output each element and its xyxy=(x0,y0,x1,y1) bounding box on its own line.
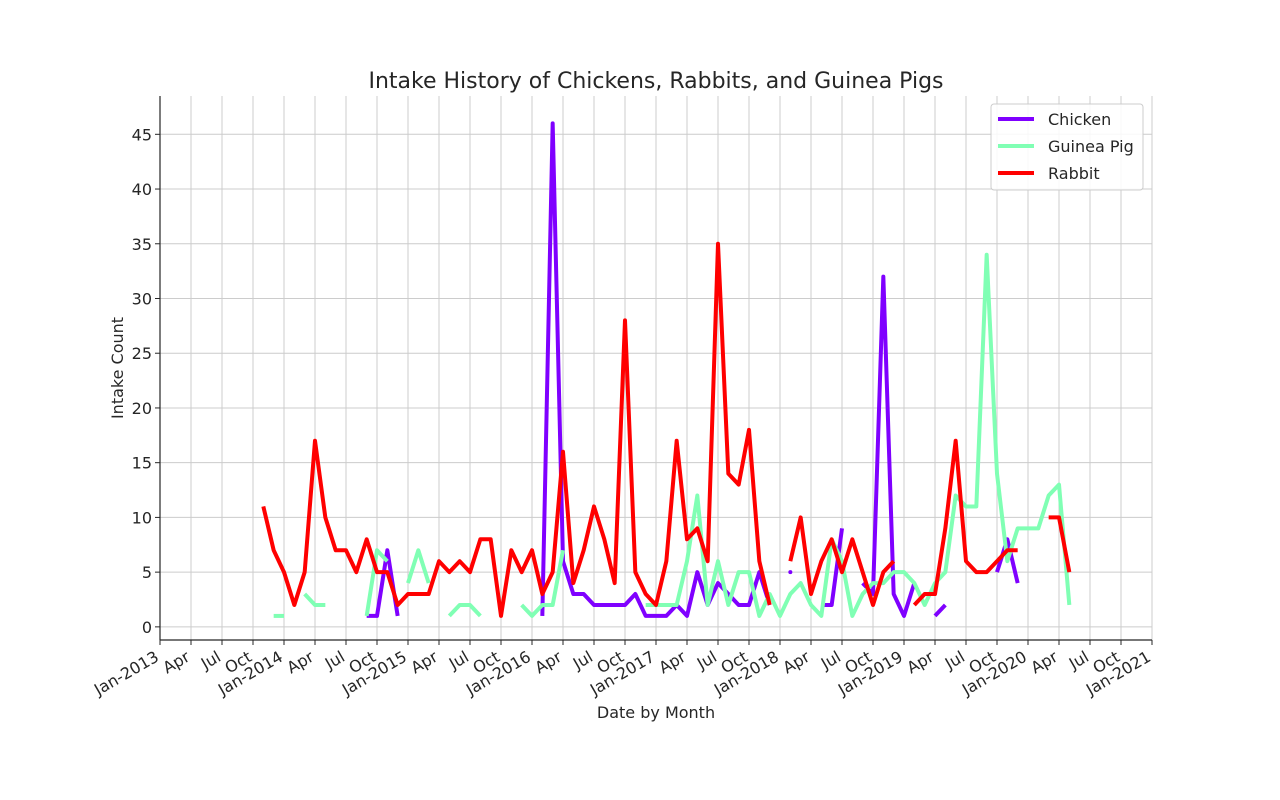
series-line-segment xyxy=(1048,515,1072,573)
series-line-segment xyxy=(933,603,947,618)
y-tick-label: 15 xyxy=(132,454,152,473)
y-tick-label: 25 xyxy=(132,344,152,363)
x-axis-label: Date by Month xyxy=(597,703,715,722)
series-line-segment xyxy=(261,241,772,618)
series-line-segment xyxy=(995,537,1020,584)
y-tick-label: 40 xyxy=(132,180,152,199)
y-tick-label: 20 xyxy=(132,399,152,418)
y-tick-label: 0 xyxy=(142,618,152,637)
y-tick-label: 30 xyxy=(132,289,152,308)
series-line-segment xyxy=(912,438,1018,607)
series-lines xyxy=(261,121,1072,618)
legend: Chicken Guinea Pig Rabbit xyxy=(990,103,1144,191)
legend-box xyxy=(990,103,1144,191)
series-line-segment xyxy=(645,252,1072,618)
series-line-segment xyxy=(788,515,896,607)
y-axis-ticks: 0 5 10 15 20 25 30 35 40 45 xyxy=(132,125,160,637)
legend-label: Chicken xyxy=(1048,110,1111,129)
y-tick-label: 10 xyxy=(132,508,152,527)
y-tick-label: 45 xyxy=(132,125,152,144)
y-axis-label: Intake Count xyxy=(108,317,127,419)
series-line-segment xyxy=(447,602,482,618)
y-tick-label: 5 xyxy=(142,563,152,582)
series-line-segment xyxy=(520,549,565,618)
series-line-segment xyxy=(364,548,389,617)
series-guinea-pig xyxy=(273,252,1072,618)
chart-title: Intake History of Chickens, Rabbits, and… xyxy=(368,69,943,94)
legend-label: Rabbit xyxy=(1048,164,1100,183)
series-line-segment xyxy=(861,274,917,618)
series-point xyxy=(788,570,793,575)
series-line-segment xyxy=(406,548,431,584)
series-rabbit xyxy=(261,241,1072,618)
y-tick-label: 35 xyxy=(132,235,152,254)
legend-label: Guinea Pig xyxy=(1048,137,1134,156)
series-line-segment xyxy=(303,592,326,607)
